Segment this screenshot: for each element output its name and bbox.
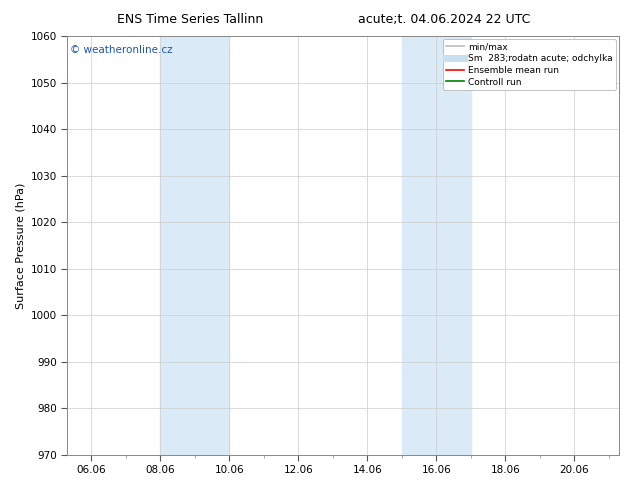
Bar — [402, 36, 470, 455]
Bar — [160, 36, 230, 455]
Text: ENS Time Series Tallinn: ENS Time Series Tallinn — [117, 13, 263, 26]
Text: © weatheronline.cz: © weatheronline.cz — [70, 46, 172, 55]
Legend: min/max, Sm  283;rodatn acute; odchylka, Ensemble mean run, Controll run: min/max, Sm 283;rodatn acute; odchylka, … — [443, 39, 616, 90]
Y-axis label: Surface Pressure (hPa): Surface Pressure (hPa) — [15, 182, 25, 309]
Text: acute;t. 04.06.2024 22 UTC: acute;t. 04.06.2024 22 UTC — [358, 13, 530, 26]
